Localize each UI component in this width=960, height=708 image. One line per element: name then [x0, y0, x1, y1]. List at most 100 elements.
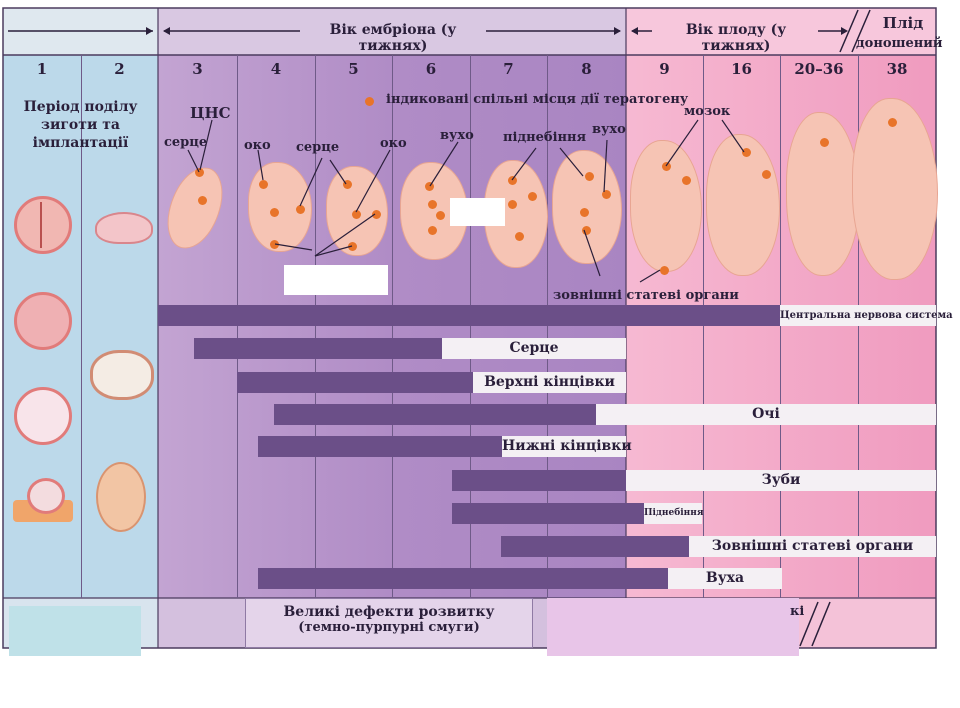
implantation-section-image — [95, 212, 153, 244]
column-number: 7 — [503, 60, 514, 78]
bar-light-eyes: Очі — [596, 404, 936, 425]
embryo-age-label: Вік ембріона (у тижнях) — [300, 22, 486, 54]
column-number: 9 — [659, 60, 670, 78]
teratogen-dot-icon — [372, 210, 381, 219]
label-ear-w8: вухо — [592, 122, 626, 137]
teratogen-dot-icon — [762, 170, 771, 179]
col-sep — [315, 55, 316, 598]
fetus-week16-image — [706, 134, 780, 276]
bar-light-palate: Піднебіння — [644, 503, 703, 524]
teratogen-dot-icon — [259, 180, 268, 189]
column-number: 16 — [731, 60, 752, 78]
col-sep — [547, 55, 548, 598]
legend-label: індиковані спільні місця дії тератогену — [386, 92, 689, 107]
term-fetus-label-1: Плід — [882, 14, 924, 32]
teratogen-dot-icon — [428, 226, 437, 235]
teratogen-dot-icon — [820, 138, 829, 147]
zygote-division-line — [40, 202, 42, 248]
fetus-age-label: Вік плоду (у тижнях) — [685, 22, 787, 54]
col-sep — [237, 55, 238, 598]
label-eye-w4: око — [244, 138, 271, 153]
embryonic-disc-image — [90, 350, 154, 400]
bar-light-cns: Центральна нервова система — [780, 305, 953, 326]
bar-dark-eyes — [274, 404, 596, 425]
label-palate-w7: піднебіння — [503, 130, 587, 145]
teratogen-dot-icon — [508, 200, 517, 209]
bar-dark-cns — [158, 305, 780, 326]
column-number: 20–36 — [794, 60, 844, 78]
teratogen-dot-icon — [270, 240, 279, 249]
teratogen-dot-icon — [682, 176, 691, 185]
blank-box — [450, 198, 505, 226]
bar-dark-lower-limbs — [258, 436, 502, 457]
teratogen-dot-icon — [580, 208, 589, 217]
period-label-line: імплантації — [32, 135, 129, 151]
bar-dark-teeth — [452, 470, 626, 491]
col-sep — [81, 55, 82, 598]
footer-blue-box — [9, 606, 141, 656]
col-sep — [780, 55, 781, 598]
teratogen-dot-icon — [352, 210, 361, 219]
label-brain: мозок — [684, 104, 731, 119]
implanting-blastocyst-image — [27, 478, 65, 514]
label-ear-w6: вухо — [440, 128, 474, 143]
bar-light-external-genitalia: Зовнішні статеві органи — [689, 536, 936, 557]
bar-light-lower-limbs: Нижні кінцівки — [502, 436, 632, 457]
teratogen-dot-icon — [425, 182, 434, 191]
morula-image — [14, 292, 72, 350]
bar-dark-heart — [194, 338, 442, 359]
period-label-line: зиготи та — [41, 117, 120, 133]
label-heart-w5: серце — [296, 140, 340, 155]
teratogen-dot-icon — [585, 172, 594, 181]
teratogen-dot-icon — [428, 200, 437, 209]
teratogen-dot-icon — [508, 176, 517, 185]
teratogen-dot-icon — [662, 162, 671, 171]
label-eye-w5: око — [380, 136, 407, 151]
fetus-week38-image — [852, 98, 938, 280]
teratogen-dot-icon — [660, 266, 669, 275]
label-heart-w3: серце — [164, 135, 208, 150]
teratogen-dot-icon — [742, 148, 751, 157]
bar-dark-ears — [258, 568, 668, 589]
bar-dark-external-genitalia — [501, 536, 689, 557]
period-label: Період поділу зиготи та імплантації — [3, 98, 158, 152]
teratogen-dot-icon — [582, 226, 591, 235]
teratogen-dot-icon — [198, 196, 207, 205]
bar-light-teeth: Зуби — [626, 470, 936, 491]
teratogen-dot-icon — [602, 190, 611, 199]
column-number: 4 — [270, 60, 282, 78]
col-sep — [703, 55, 704, 598]
embryo-week6-image — [400, 162, 468, 260]
teratogen-dot-icon — [343, 180, 352, 189]
teratogen-dot-icon — [348, 242, 357, 251]
major-defects-line: (темно-пурпурні смуги) — [298, 620, 480, 635]
bar-dark-palate — [452, 503, 644, 524]
teratogen-dot-icon — [436, 211, 445, 220]
col-sep — [858, 55, 859, 598]
teratogen-dot-icon — [296, 205, 305, 214]
column-number: 5 — [348, 60, 359, 78]
teratogen-dot-icon — [270, 208, 279, 217]
major-defects-line: Великі дефекти розвитку — [283, 604, 495, 620]
col-sep — [392, 55, 393, 598]
column-number: 1 — [36, 60, 48, 78]
footer-pink-box — [547, 598, 799, 656]
teratogen-dot-icon — [528, 192, 537, 201]
teratogen-dot-icon — [888, 118, 897, 127]
embryo-week8-image — [552, 150, 622, 264]
blastocyst-image — [14, 387, 72, 445]
col-sep — [470, 55, 471, 598]
legend-dot-icon — [365, 97, 374, 106]
column-number: 3 — [192, 60, 203, 78]
period-label-line: Період поділу — [23, 99, 138, 115]
term-fetus-label-2: доношений — [856, 36, 943, 51]
label-external-genitalia: зовнішні статеві органи — [553, 288, 739, 303]
header-band-fetus — [626, 8, 936, 55]
column-number: 2 — [114, 60, 125, 78]
footer-partial-text: кі — [790, 604, 805, 619]
column-number: 6 — [425, 60, 437, 78]
column-number: 8 — [581, 60, 592, 78]
bar-light-ears: Вуха — [668, 568, 782, 589]
bar-light-upper-limbs: Верхні кінцівки — [473, 372, 626, 393]
zygote-cleavage-image — [14, 196, 72, 254]
